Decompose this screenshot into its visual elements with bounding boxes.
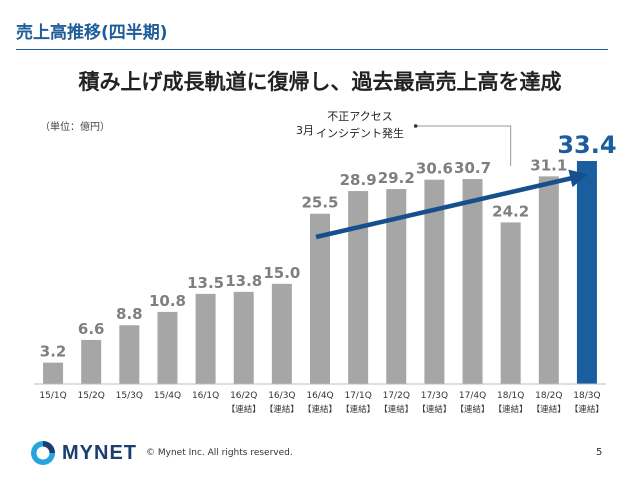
bar-16-3q — [271, 283, 292, 384]
value-label: 30.7 — [454, 159, 491, 177]
bar-17-2q — [386, 189, 407, 384]
category-label: 16/4Q — [306, 391, 333, 401]
category-label: 18/1Q — [497, 391, 524, 401]
category-sublabel: 【連結】 — [532, 404, 566, 415]
bar-16-2q — [233, 291, 254, 384]
category-label: 18/3Q — [573, 391, 600, 401]
callout-dot — [413, 124, 418, 128]
footer — [0, 428, 640, 480]
copyright: © Mynet Inc. All rights reserved. — [146, 448, 293, 458]
category-label: 17/1Q — [344, 391, 371, 401]
annotation-line-1: 不正アクセス — [327, 110, 393, 123]
category-label: 15/3Q — [116, 391, 143, 401]
value-label: 8.8 — [116, 305, 143, 323]
value-label: 25.5 — [301, 194, 338, 212]
category-label: 16/2Q — [230, 391, 257, 401]
unit-label: （単位：億円） — [40, 122, 110, 133]
annotation-text: 不正アクセス インシデント発生 — [316, 108, 404, 142]
value-label: 30.6 — [416, 160, 453, 178]
title-rule — [16, 49, 608, 50]
annotation-month: 3月 — [296, 124, 314, 137]
category-label: 15/4Q — [154, 391, 181, 401]
bar-17-4q — [462, 179, 483, 384]
value-label: 15.0 — [263, 264, 300, 282]
bar-17-3q — [424, 179, 445, 384]
annotation-callout — [413, 124, 512, 166]
category-label: 16/3Q — [268, 391, 295, 401]
category-label: 15/2Q — [78, 391, 105, 401]
category-sublabel: 【連結】 — [379, 404, 413, 415]
bar-15-2q — [81, 339, 102, 384]
bar-16-1q — [195, 293, 216, 384]
category-label: 17/3Q — [421, 391, 448, 401]
bar-15-1q — [43, 362, 64, 384]
category-sublabel: 【連結】 — [494, 404, 528, 415]
value-label: 10.8 — [149, 292, 186, 310]
category-label: 17/2Q — [383, 391, 410, 401]
value-label: 6.6 — [78, 320, 105, 338]
category-sublabel: 【連結】 — [456, 404, 490, 415]
value-label: 24.2 — [492, 202, 529, 220]
bar-15-4q — [157, 311, 178, 384]
bar-18-1q — [500, 222, 521, 384]
category-label: 16/1Q — [192, 391, 219, 401]
value-label: 29.2 — [378, 169, 415, 187]
category-sublabel: 【連結】 — [303, 404, 337, 415]
logo-wordmark: MYNET — [62, 442, 137, 464]
category-label: 17/4Q — [459, 391, 486, 401]
value-label: 33.4 — [557, 131, 616, 159]
section-title: 売上高推移(四半期) — [16, 23, 168, 43]
trend-arrow — [315, 169, 588, 240]
value-label: 31.1 — [530, 156, 567, 174]
category-label: 18/2Q — [535, 391, 562, 401]
page-number: 5 — [596, 447, 603, 458]
value-label: 13.5 — [187, 274, 224, 292]
mynet-logo-icon — [31, 441, 55, 465]
category-sublabel: 【連結】 — [265, 404, 299, 415]
category-sublabel: 【連結】 — [417, 404, 451, 415]
category-sublabel: 【連結】 — [341, 404, 375, 415]
value-label: 13.8 — [225, 272, 262, 290]
category-sublabel: 【連結】 — [227, 404, 261, 415]
category-sublabel: 【連結】 — [570, 404, 604, 415]
bar-15-3q — [119, 325, 140, 384]
value-label: 3.2 — [40, 343, 67, 361]
bar-18-3q — [576, 161, 597, 384]
bar-16-4q — [310, 213, 330, 384]
revenue-chart: 3.26.68.810.813.5 13.8 15.025.528.9 29.230.… — [34, 124, 617, 415]
headline: 積み上げ成長軌道に復帰し、過去最高売上高を達成 — [78, 70, 562, 94]
bar-18-2q — [538, 176, 559, 384]
bar-17-1q — [348, 191, 369, 384]
callout-line — [415, 125, 512, 166]
category-label: 15/1Q — [39, 391, 66, 401]
value-label: 28.9 — [340, 171, 377, 189]
annotation-line-2: インシデント発生 — [316, 127, 404, 140]
